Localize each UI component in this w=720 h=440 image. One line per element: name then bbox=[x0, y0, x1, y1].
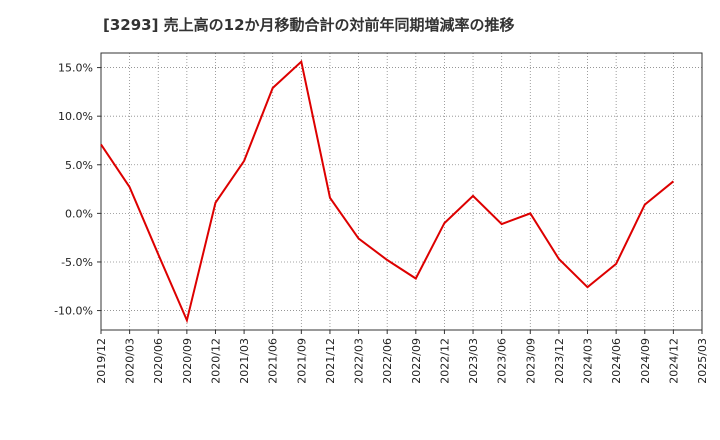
x-tick-label: 2025/03 bbox=[696, 338, 709, 384]
x-tick-label: 2023/06 bbox=[496, 338, 509, 384]
x-tick-label: 2022/12 bbox=[438, 338, 451, 384]
x-tick-label: 2024/12 bbox=[667, 338, 680, 384]
x-tick-label: 2020/09 bbox=[181, 338, 194, 384]
x-tick-label: 2020/03 bbox=[124, 338, 137, 384]
y-tick-label: 10.0% bbox=[58, 110, 93, 123]
x-tick-label: 2023/09 bbox=[524, 338, 537, 384]
x-tick-label: 2024/06 bbox=[610, 338, 623, 384]
plot-frame bbox=[100, 52, 703, 331]
x-tick-label: 2019/12 bbox=[95, 338, 108, 384]
x-tick-label: 2021/06 bbox=[267, 338, 280, 384]
grid bbox=[101, 53, 702, 330]
series-line bbox=[100, 59, 675, 324]
x-tick-label: 2021/09 bbox=[295, 338, 308, 384]
x-axis: 2019/12 2020/03 2020/06 2020/09 2020/12 2021/… bbox=[95, 330, 709, 384]
series-layer bbox=[100, 59, 675, 324]
x-tick-label: 2023/03 bbox=[467, 338, 480, 384]
x-tick-label: 2020/12 bbox=[209, 338, 222, 384]
y-tick-label: -5.0% bbox=[61, 256, 93, 269]
chart-title: [3293] 売上高の12か月移動合計の対前年同期増減率の推移 bbox=[103, 16, 515, 34]
x-tick-label: 2023/12 bbox=[553, 338, 566, 384]
y-axis: -10.0% -5.0% 0.0% 5.0% 10.0% 15.0% bbox=[54, 62, 101, 318]
x-tick-label: 2021/03 bbox=[238, 338, 251, 384]
x-tick-label: 2024/03 bbox=[582, 338, 595, 384]
y-tick-label: 5.0% bbox=[65, 159, 93, 172]
x-tick-label: 2022/09 bbox=[410, 338, 423, 384]
x-tick-label: 2021/12 bbox=[324, 338, 337, 384]
x-tick-label: 2022/03 bbox=[353, 338, 366, 384]
y-tick-label: 15.0% bbox=[58, 62, 93, 75]
x-tick-label: 2020/06 bbox=[152, 338, 165, 384]
x-tick-label: 2024/09 bbox=[639, 338, 652, 384]
y-tick-label: 0.0% bbox=[65, 207, 93, 220]
x-tick-label: 2022/06 bbox=[381, 338, 394, 384]
y-tick-label: -10.0% bbox=[54, 305, 93, 318]
